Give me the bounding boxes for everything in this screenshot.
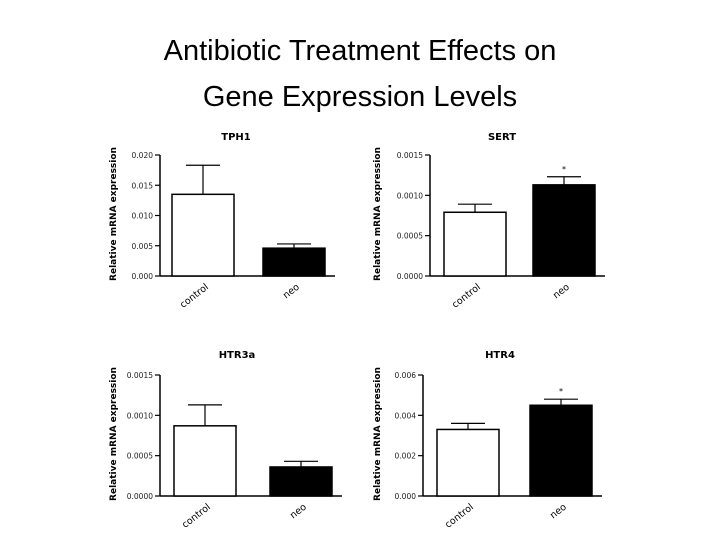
- y-tick-label: 0.020: [132, 151, 154, 160]
- chart-panel-tph1: TPH1 Relative mRNA expression 0.000 0.005 0.…: [109, 132, 335, 311]
- bar-control: [173, 425, 237, 497]
- y-axis-label: Relative mRNA expression: [109, 367, 119, 501]
- chart-title: HTR3a: [219, 350, 256, 361]
- x-tick-label: neo: [548, 502, 569, 522]
- x-tick-label: neo: [551, 282, 572, 302]
- y-axis-label: Relative mRNA expression: [373, 147, 383, 281]
- chart-panel-htr4: HTR4 Relative mRNA expression 0.000 0.002 0.…: [373, 350, 602, 531]
- y-tick-label: 0.000: [395, 492, 417, 501]
- x-tick-label: control: [180, 502, 213, 531]
- slide-title-line-2: Gene Expression Levels: [202, 81, 518, 113]
- x-tick-label: neo: [288, 502, 309, 522]
- y-tick-label: 0.0000: [397, 272, 423, 281]
- slide-title-line-1: Antibiotic Treatment Effects on: [163, 35, 557, 67]
- significance-marker: *: [559, 387, 563, 396]
- bar-neo: [262, 247, 326, 277]
- x-tick-label: control: [443, 502, 476, 531]
- x-tick-label: control: [450, 282, 483, 311]
- significance-marker: *: [562, 165, 566, 174]
- y-tick-label: 0.0010: [397, 191, 423, 200]
- chart-title: TPH1: [221, 132, 251, 143]
- y-axis-label: Relative mRNA expression: [109, 147, 119, 281]
- bar-neo: [529, 404, 593, 497]
- y-tick-label: 0.000: [132, 272, 154, 281]
- chart-title: SERT: [488, 132, 516, 143]
- y-tick-label: 0.006: [395, 371, 417, 380]
- y-tick-label: 0.0015: [127, 371, 153, 380]
- bar-control: [436, 428, 500, 497]
- chart-panel-htr3a: HTR3a Relative mRNA expression 0.0000 0.000…: [109, 350, 342, 531]
- slide-title: Antibiotic Treatment Effects on Gene Exp…: [60, 28, 660, 120]
- chart-panel-sert: SERT Relative mRNA expression 0.0000 0.0005…: [373, 132, 605, 311]
- y-tick-label: 0.005: [132, 242, 154, 251]
- y-tick-label: 0.002: [395, 452, 417, 461]
- y-tick-label: 0.004: [395, 411, 417, 420]
- bar-control: [443, 211, 507, 277]
- y-tick-label: 0.0015: [397, 151, 423, 160]
- y-tick-label: 0.0005: [127, 452, 153, 461]
- y-tick-label: 0.0010: [127, 411, 153, 420]
- y-tick-label: 0.0005: [397, 232, 423, 241]
- y-tick-label: 0.0000: [127, 492, 153, 501]
- bar-control: [171, 193, 235, 277]
- x-tick-label: control: [178, 282, 211, 311]
- y-tick-label: 0.015: [132, 181, 154, 190]
- y-tick-label: 0.010: [132, 212, 154, 221]
- y-axis-label: Relative mRNA expression: [373, 367, 383, 501]
- bar-neo: [269, 466, 333, 497]
- x-tick-label: neo: [281, 282, 302, 302]
- bar-neo: [532, 184, 596, 277]
- chart-title: HTR4: [485, 350, 515, 361]
